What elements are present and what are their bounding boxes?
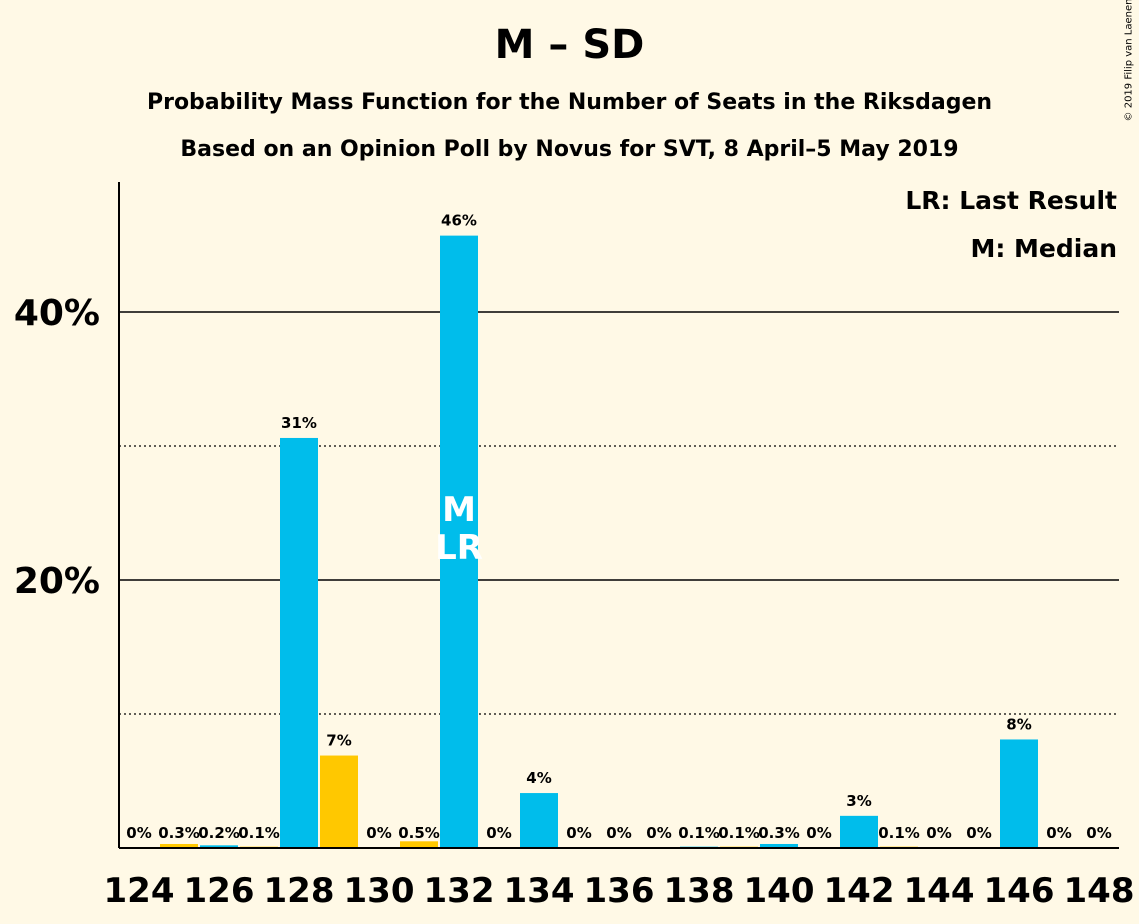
legend-last-result: LR: Last Result [905, 186, 1117, 215]
bar-value-label: 0% [606, 824, 631, 842]
chart-subtitle: Probability Mass Function for the Number… [146, 90, 993, 115]
bar-seats-134 [520, 793, 558, 848]
bar-value-label: 0.3% [758, 824, 800, 842]
x-tick-label: 126 [184, 871, 255, 911]
chart-subtitle-2: Based on an Opinion Poll by Novus for SV… [180, 137, 959, 162]
bar-value-label: 0% [806, 824, 831, 842]
bar-value-label: 0% [966, 824, 991, 842]
x-tick-label: 134 [504, 871, 575, 911]
bar-value-label: 7% [326, 732, 351, 750]
last-result-marker: LR [435, 528, 483, 568]
bar-seats-142 [840, 815, 878, 848]
bar-value-label: 0.1% [878, 824, 920, 842]
bar-value-label: 0% [366, 824, 391, 842]
bar-seats-128 [280, 437, 318, 848]
y-tick-label: 20% [14, 561, 100, 602]
bar-value-label: 0.1% [718, 824, 760, 842]
x-tick-label: 136 [584, 871, 655, 911]
bar-value-label: 0% [1046, 824, 1071, 842]
bar-value-label: 46% [441, 212, 477, 230]
median-marker: M [442, 490, 476, 530]
bar-value-label: 0% [1086, 824, 1111, 842]
bar-value-label: 0.5% [398, 824, 440, 842]
bar-value-label: 0% [926, 824, 951, 842]
chart-title: M – SD [494, 22, 645, 68]
bar-value-label: 0.2% [198, 824, 240, 842]
legend-median: M: Median [970, 234, 1117, 263]
x-tick-label: 124 [104, 871, 175, 911]
bar-seats-129 [320, 755, 358, 848]
x-tick-label: 140 [744, 871, 815, 911]
x-tick-label: 128 [264, 871, 335, 911]
bar-value-label: 0% [126, 824, 151, 842]
bar-seats-131 [400, 841, 438, 848]
bar-seats-126 [200, 845, 238, 848]
bar-value-label: 0.3% [158, 824, 200, 842]
bar-value-label: 0.1% [678, 824, 720, 842]
bar-seats-132 [440, 235, 478, 848]
x-tick-label: 132 [424, 871, 495, 911]
bar-value-label: 0% [646, 824, 671, 842]
bar-seats-146 [1000, 739, 1038, 848]
x-tick-label: 146 [984, 871, 1055, 911]
bar-value-label: 31% [281, 414, 317, 432]
x-tick-label: 142 [824, 871, 895, 911]
y-tick-label: 40% [14, 293, 100, 334]
x-tick-label: 144 [904, 871, 975, 911]
bar-value-label: 4% [526, 769, 551, 787]
bar-value-label: 0.1% [238, 824, 280, 842]
bar-seats-140 [760, 843, 798, 848]
bar-value-label: 0% [486, 824, 511, 842]
x-tick-label: 148 [1064, 871, 1135, 911]
x-tick-label: 130 [344, 871, 415, 911]
bar-value-label: 3% [846, 792, 871, 810]
bar-value-label: 0% [566, 824, 591, 842]
x-tick-label: 138 [664, 871, 735, 911]
bar-seats-125 [160, 843, 198, 848]
bar-value-label: 8% [1006, 715, 1031, 733]
